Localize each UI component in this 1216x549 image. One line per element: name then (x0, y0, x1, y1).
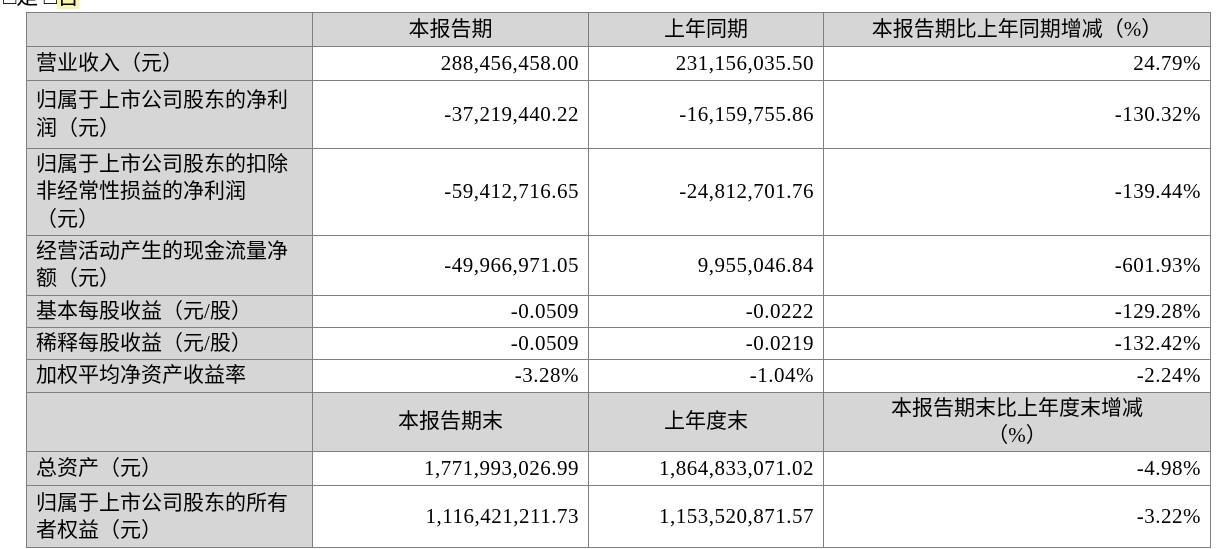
section2-header-row: 本报告期末 上年度末 本报告期末比上年度末增减 （%） (26, 391, 1211, 453)
prior-value-cell: 231,156,035.50 (588, 46, 824, 81)
current-value-cell: 288,456,458.00 (312, 46, 589, 81)
prior-value-cell: -16,159,755.86 (588, 80, 824, 149)
column-header-prior-period: 上年同期 (588, 12, 824, 47)
financial-summary-table: 本报告期 上年同期 本报告期比上年同期增减（%） 营业收入（元） 288,456… (26, 12, 1211, 549)
prior-value-cell: -24,812,701.76 (588, 148, 824, 236)
row-label-cell: 基本每股收益（元/股） (26, 294, 313, 329)
column-header-prior-year-end: 上年度末 (588, 391, 824, 453)
change-value-cell: -130.32% (823, 80, 1211, 149)
table-row-basic-eps: 基本每股收益（元/股） -0.0509 -0.0222 -129.28% (26, 294, 1211, 329)
change-value-cell: -2.24% (823, 359, 1211, 393)
column-header-current-period: 本报告期 (312, 12, 589, 47)
row-label-cell: 归属于上市公司股东的扣除 非经常性损益的净利润 （元） (26, 148, 313, 236)
change-value-cell: -4.98% (823, 451, 1211, 487)
section1-header-blank-cell (26, 12, 313, 47)
clipped-checkbox-highlighted-text: 否 (57, 0, 80, 9)
table-row-weighted-avg-roe: 加权平均净资产收益率 -3.28% -1.04% -2.24% (26, 359, 1211, 393)
column-header-period-end: 本报告期末 (312, 391, 589, 453)
change-value-cell: -129.28% (823, 294, 1211, 329)
current-value-cell: -37,219,440.22 (312, 80, 589, 149)
table-row-owners-equity: 归属于上市公司股东的所有 者权益（元） 1,116,421,211.73 1,1… (26, 485, 1211, 549)
column-header-change-pct: 本报告期比上年同期增减（%） (823, 12, 1211, 47)
row-label-cell: 总资产（元） (26, 451, 313, 487)
clipped-checkbox-line: □是 □否 (3, 0, 80, 9)
change-value-cell: 24.79% (823, 46, 1211, 81)
row-label-cell: 稀释每股收益（元/股） (26, 327, 313, 361)
current-value-cell: 1,116,421,211.73 (312, 485, 589, 549)
change-value-cell: -132.42% (823, 327, 1211, 361)
row-label-cell: 归属于上市公司股东的净利 润（元） (26, 80, 313, 149)
table-row-diluted-eps: 稀释每股收益（元/股） -0.0509 -0.0219 -132.42% (26, 327, 1211, 361)
table-row-total-assets: 总资产（元） 1,771,993,026.99 1,864,833,071.02… (26, 451, 1211, 487)
prior-value-cell: 9,955,046.84 (588, 234, 824, 296)
row-label-cell: 归属于上市公司股东的所有 者权益（元） (26, 485, 313, 549)
table-row-net-profit: 归属于上市公司股东的净利 润（元） -37,219,440.22 -16,159… (26, 80, 1211, 149)
prior-value-cell: 1,153,520,871.57 (588, 485, 824, 549)
section1-header-row: 本报告期 上年同期 本报告期比上年同期增减（%） (26, 12, 1211, 47)
prior-value-cell: -0.0219 (588, 327, 824, 361)
current-value-cell: 1,771,993,026.99 (312, 451, 589, 487)
prior-value-cell: -0.0222 (588, 294, 824, 329)
current-value-cell: -49,966,971.05 (312, 234, 589, 296)
row-label-cell: 经营活动产生的现金流量净 额（元） (26, 234, 313, 296)
current-value-cell: -59,412,716.65 (312, 148, 589, 236)
change-value-cell: -3.22% (823, 485, 1211, 549)
prior-value-cell: -1.04% (588, 359, 824, 393)
column-header-change-end-pct: 本报告期末比上年度末增减 （%） (823, 391, 1211, 453)
row-label-cell: 加权平均净资产收益率 (26, 359, 313, 393)
section2-header-blank-cell (26, 391, 313, 453)
clipped-checkbox-text: □是 □ (3, 0, 57, 9)
row-label-cell: 营业收入（元） (26, 46, 313, 81)
table-row-net-profit-excl-nonrecurring: 归属于上市公司股东的扣除 非经常性损益的净利润 （元） -59,412,716.… (26, 148, 1211, 236)
change-value-cell: -139.44% (823, 148, 1211, 236)
table-row-operating-cash-flow: 经营活动产生的现金流量净 额（元） -49,966,971.05 9,955,0… (26, 234, 1211, 296)
change-value-cell: -601.93% (823, 234, 1211, 296)
prior-value-cell: 1,864,833,071.02 (588, 451, 824, 487)
current-value-cell: -0.0509 (312, 327, 589, 361)
current-value-cell: -0.0509 (312, 294, 589, 329)
table-row-operating-revenue: 营业收入（元） 288,456,458.00 231,156,035.50 24… (26, 46, 1211, 81)
current-value-cell: -3.28% (312, 359, 589, 393)
